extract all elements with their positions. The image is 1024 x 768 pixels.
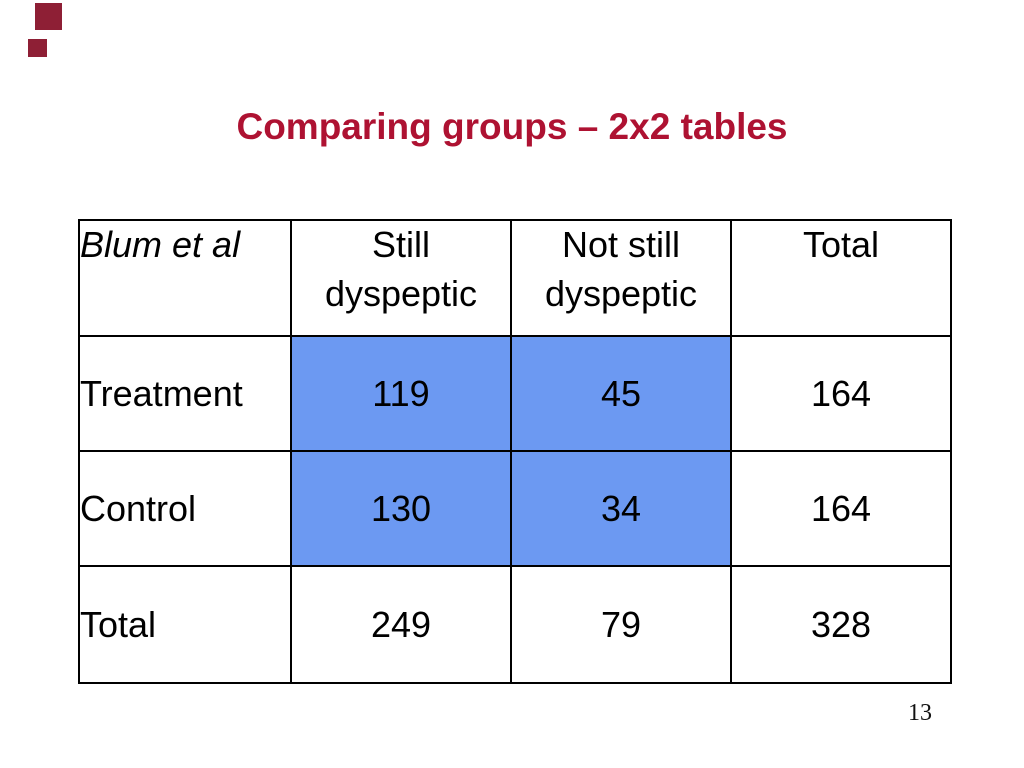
cell-total-total: 328: [730, 565, 952, 684]
cell-total-not-still: 79: [510, 565, 732, 684]
row-label-treatment: Treatment: [78, 335, 292, 452]
table-header-study: Blum et al: [78, 219, 292, 337]
table-header-total: Total: [730, 219, 952, 337]
page-number: 13: [908, 700, 932, 726]
table-row-treatment: Treatment 119 45 164: [78, 335, 952, 452]
row-label-total: Total: [78, 565, 292, 684]
table-header-not-still-dyspeptic: Not still dyspeptic: [510, 219, 732, 337]
table-row-control: Control 130 34 164: [78, 450, 952, 567]
table-header-still-dyspeptic: Still dyspeptic: [290, 219, 512, 337]
table-header-row: Blum et al Still dyspeptic Not still dys…: [78, 219, 952, 337]
cell-control-total: 164: [730, 450, 952, 567]
table-row-total: Total 249 79 328: [78, 565, 952, 684]
cell-treatment-still: 119: [290, 335, 512, 452]
contingency-table: Blum et al Still dyspeptic Not still dys…: [78, 219, 952, 684]
cell-total-still: 249: [290, 565, 512, 684]
cell-treatment-not-still: 45: [510, 335, 732, 452]
corner-decoration-small: [28, 39, 47, 57]
slide-title: Comparing groups – 2x2 tables: [236, 106, 788, 147]
corner-decoration-large: [35, 3, 62, 30]
cell-treatment-total: 164: [730, 335, 952, 452]
cell-control-still: 130: [290, 450, 512, 567]
cell-control-not-still: 34: [510, 450, 732, 567]
row-label-control: Control: [78, 450, 292, 567]
